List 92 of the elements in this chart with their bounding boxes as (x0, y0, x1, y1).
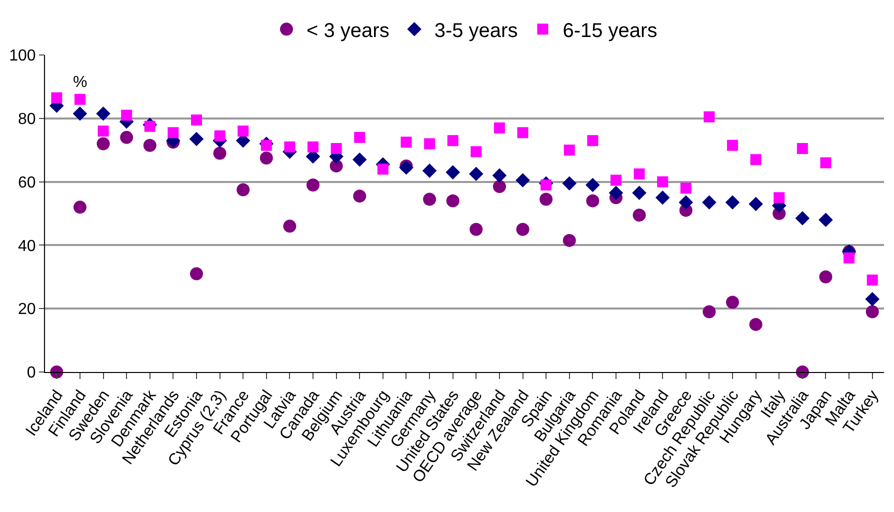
point (678, 195, 694, 210)
point (749, 318, 762, 331)
point (377, 164, 388, 175)
point (748, 196, 763, 212)
point (702, 305, 716, 318)
point (354, 132, 366, 143)
point (516, 222, 530, 236)
point (866, 305, 879, 318)
point (586, 178, 600, 192)
point (284, 141, 296, 152)
point (399, 160, 414, 175)
point (353, 190, 366, 203)
point (866, 274, 878, 286)
point (796, 143, 808, 154)
point (562, 176, 577, 191)
point (634, 168, 645, 180)
point (74, 94, 86, 105)
point (120, 130, 134, 144)
point (470, 222, 483, 236)
point (168, 127, 179, 138)
point (236, 183, 250, 196)
point (516, 173, 530, 188)
point (727, 140, 738, 151)
point (446, 165, 460, 180)
point (774, 192, 785, 204)
point (517, 127, 528, 138)
point (587, 135, 598, 146)
legend-label: < 3 years (306, 20, 390, 42)
point (213, 146, 226, 160)
point (96, 106, 110, 121)
point (96, 137, 110, 150)
point (330, 143, 342, 154)
point (820, 157, 832, 168)
point (586, 194, 600, 208)
point (238, 126, 249, 137)
y-tick-label: 20 (18, 301, 36, 318)
legend-label: 3-5 years (434, 20, 518, 42)
point (283, 220, 296, 233)
point (844, 252, 855, 264)
point (492, 180, 506, 194)
point (492, 168, 507, 183)
point (726, 296, 740, 309)
point (189, 132, 204, 146)
point (562, 234, 576, 247)
annotation: % (73, 74, 88, 91)
point (865, 292, 880, 306)
point (702, 195, 716, 210)
point (73, 200, 86, 214)
point (680, 182, 692, 194)
point (260, 140, 272, 151)
point (143, 138, 156, 152)
point (98, 126, 109, 137)
point (260, 152, 273, 165)
point (72, 106, 88, 121)
point (400, 136, 412, 148)
point (655, 190, 670, 205)
y-tick-label: 80 (18, 111, 36, 128)
point (750, 154, 762, 166)
point (190, 267, 203, 280)
point (494, 122, 505, 134)
point (818, 212, 833, 227)
point (819, 270, 832, 284)
point (540, 192, 553, 206)
point (352, 152, 367, 167)
point (469, 166, 484, 182)
point (608, 186, 624, 200)
point (610, 174, 622, 186)
y-tick-label: 0 (26, 364, 36, 382)
point (470, 146, 482, 158)
point (795, 211, 810, 226)
point (121, 110, 132, 121)
point (214, 130, 226, 142)
y-tick-label: 60 (18, 174, 36, 192)
point (657, 176, 668, 188)
point (51, 92, 62, 104)
point (190, 114, 202, 126)
point (144, 120, 156, 132)
point (306, 178, 320, 192)
point (446, 194, 460, 208)
y-tick-label: 40 (18, 238, 36, 255)
point (423, 192, 436, 206)
point (422, 164, 437, 178)
point (632, 208, 646, 222)
point (308, 141, 319, 152)
point (704, 111, 715, 122)
point (725, 195, 740, 210)
y-tick-label: 100 (9, 48, 36, 65)
legend-label: 6-15 years (562, 20, 658, 42)
point (632, 186, 646, 200)
point (424, 138, 436, 150)
point (447, 135, 458, 146)
point (564, 144, 575, 156)
